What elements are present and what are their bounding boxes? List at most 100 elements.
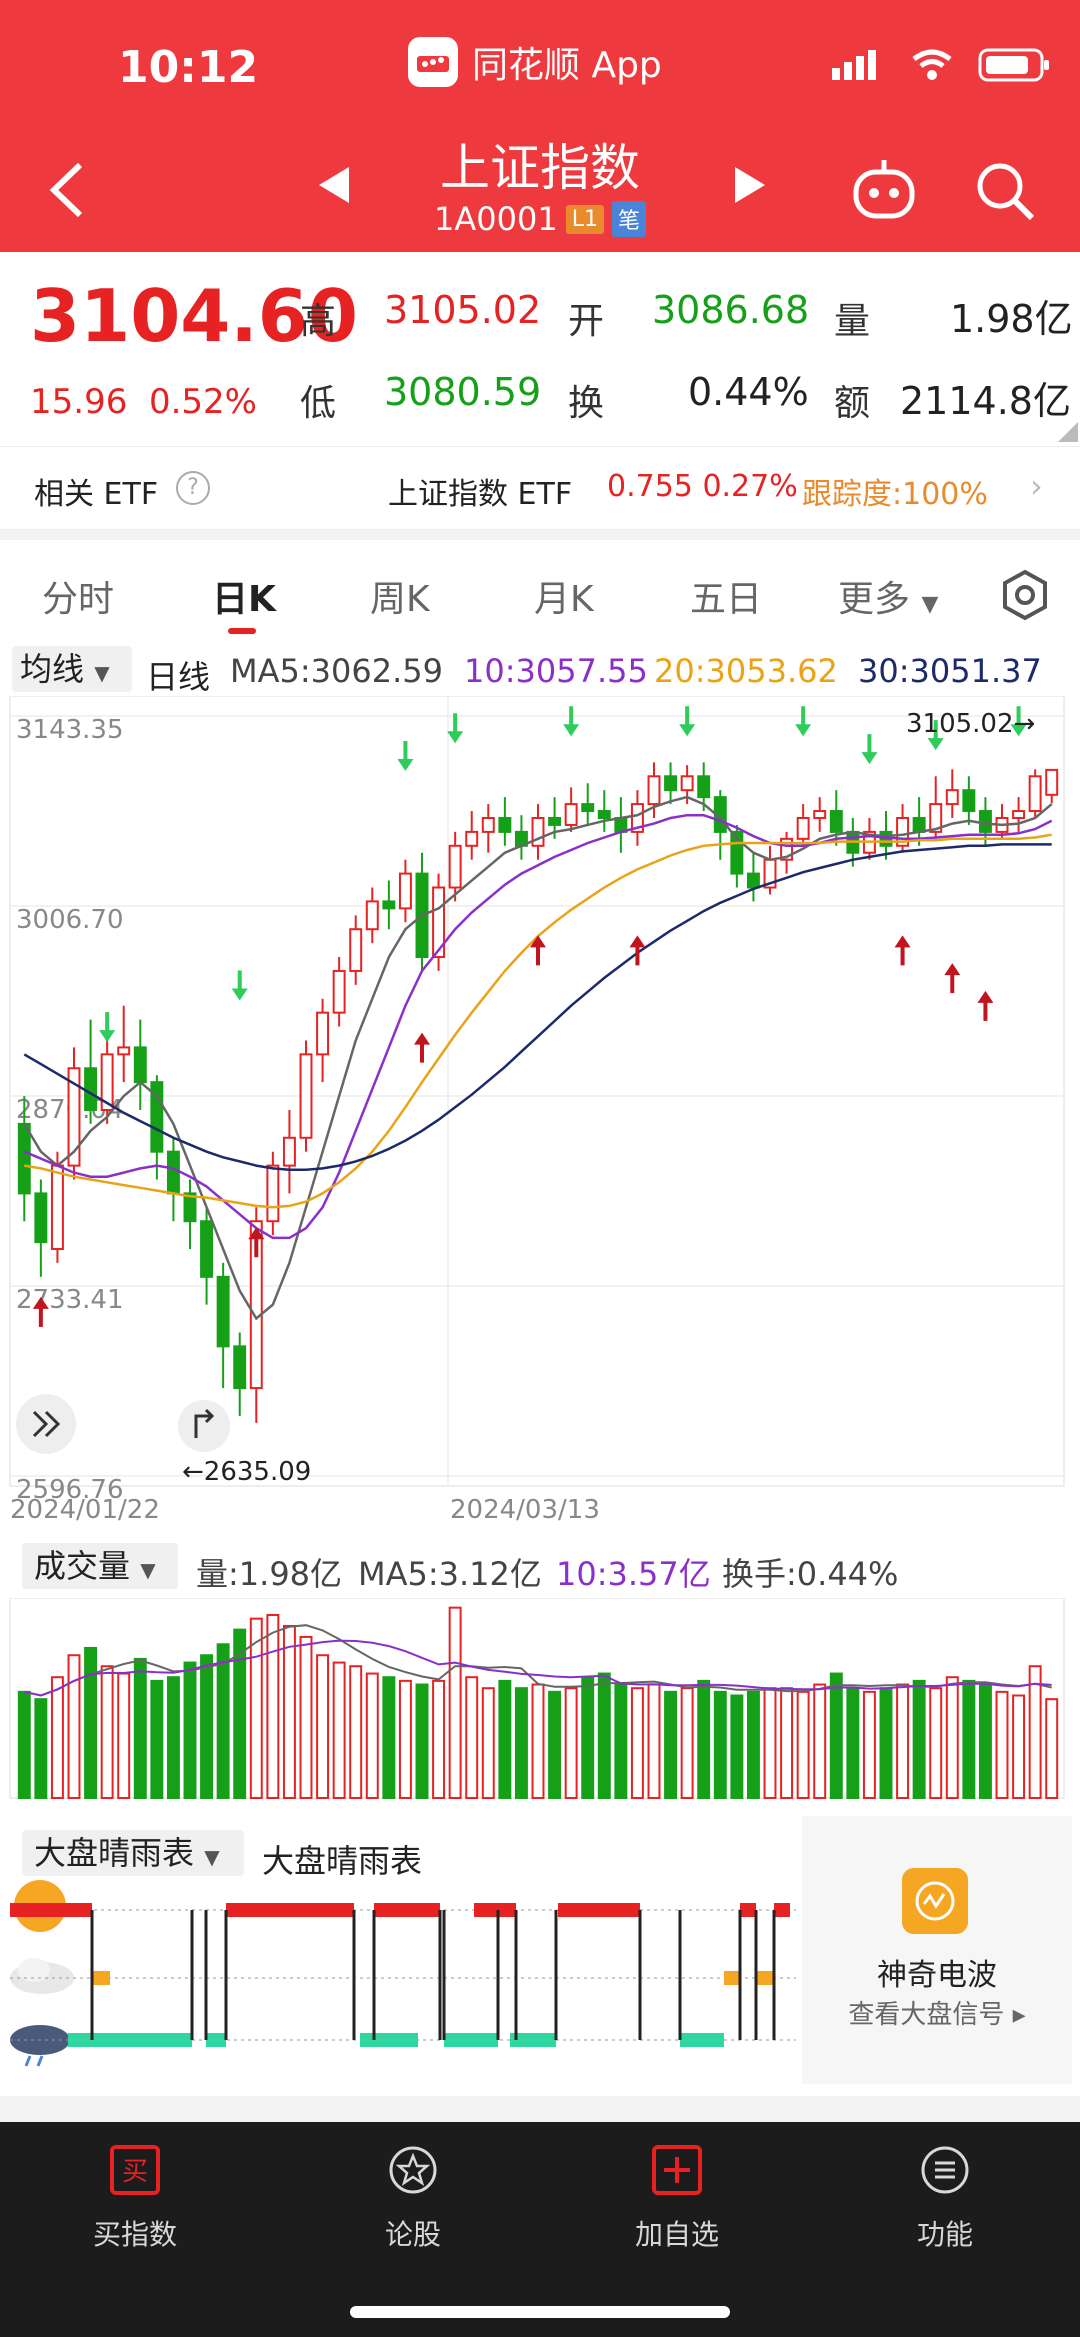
- etf-tracking: 跟踪度:100%: [802, 477, 988, 512]
- etf-value: 0.755: [607, 469, 693, 504]
- candle-body: [929, 803, 943, 833]
- ma5-line: [23, 795, 1053, 1321]
- volume-bar: [166, 1676, 180, 1799]
- functions-button[interactable]: 功能: [870, 2144, 1020, 2253]
- buy-signal-arrow: [944, 963, 961, 994]
- barometer-segment: [724, 1971, 740, 1985]
- candle-body: [382, 900, 396, 910]
- prev-stock-icon[interactable]: [315, 165, 351, 205]
- turnover-label: 换: [568, 383, 605, 424]
- high-value: 3105.02: [384, 288, 542, 332]
- help-icon[interactable]: ?: [176, 471, 210, 505]
- discuss-button[interactable]: 论股: [338, 2144, 488, 2253]
- weather-selector-label: 大盘晴雨表: [34, 1834, 195, 1872]
- buy-icon: 买: [110, 2145, 160, 2195]
- weather-chart[interactable]: [0, 1880, 800, 2080]
- low-label: 低: [300, 383, 337, 424]
- volume-bar: [796, 1690, 810, 1799]
- buy-index-button[interactable]: 买 买指数: [60, 2144, 210, 2253]
- stock-code-row: 1A0001 L1 笔: [0, 200, 1080, 238]
- robot-assistant-icon[interactable]: [850, 158, 918, 220]
- home-indicator: [350, 2306, 730, 2318]
- expand-corner-icon[interactable]: [1058, 422, 1078, 442]
- weather-selector[interactable]: 大盘晴雨表 ▼: [22, 1830, 244, 1876]
- add-watchlist-button[interactable]: 加自选: [602, 2144, 752, 2253]
- buy-signal-arrow: [248, 1227, 265, 1258]
- caret-down-icon: ▼: [140, 1558, 156, 1582]
- weather-legend: 大盘晴雨表 ▼ 大盘晴雨表: [0, 1822, 800, 1882]
- bi-tag: 笔: [611, 201, 646, 237]
- tab-intraday[interactable]: 分时: [42, 579, 115, 620]
- volume-bar: [133, 1657, 147, 1800]
- barometer-segment: [756, 1971, 774, 1985]
- volume-bar: [1045, 1698, 1059, 1799]
- indicator-selector[interactable]: 成交量 ▼: [22, 1543, 178, 1589]
- etf-bar[interactable]: 相关 ETF ? 上证指数 ETF 0.755 0.27% 跟踪度:100% ›: [0, 446, 1080, 530]
- turnover-value: 0.44%: [688, 370, 809, 414]
- volume-bar: [597, 1672, 611, 1799]
- next-stock-icon[interactable]: [733, 165, 769, 205]
- sell-signal-arrow: [231, 970, 248, 1001]
- volume-bar: [564, 1687, 578, 1799]
- volume-bar: [531, 1683, 545, 1799]
- buy-signal-arrow: [32, 1296, 49, 1327]
- candle-body: [548, 816, 562, 826]
- tab-more-label: 更多: [838, 579, 911, 620]
- candle-body: [498, 816, 512, 833]
- y-axis-label: 2596.76: [16, 1475, 124, 1505]
- bottom-toolbar: 买 买指数 论股 加自选 功能: [0, 2122, 1080, 2337]
- tab-daily-k[interactable]: 日K: [212, 579, 276, 620]
- barometer-segment: [740, 1903, 756, 1917]
- volume-bar: [1028, 1665, 1042, 1800]
- tab-five-day[interactable]: 五日: [690, 579, 763, 620]
- candle-body: [398, 872, 412, 910]
- volume-turnover: 换手:0.44%: [722, 1555, 899, 1593]
- sell-signal-arrow: [447, 713, 464, 744]
- barometer-segment: [206, 2033, 226, 2047]
- volume-bar: [846, 1687, 860, 1799]
- sell-signal-arrow: [1010, 706, 1027, 737]
- y-axis-label: 3006.70: [16, 905, 124, 935]
- ma10-line: [23, 813, 1053, 1240]
- tab-more[interactable]: 更多 ▼: [838, 570, 938, 622]
- back-icon[interactable]: [40, 160, 90, 220]
- status-app-name: 同花顺 App: [472, 45, 662, 86]
- volume-bar: [100, 1665, 114, 1800]
- caret-down-icon: ▼: [204, 1845, 220, 1869]
- kline-chart[interactable]: 3143.353006.702870.042733.412596.763105.…: [0, 696, 1080, 1526]
- barometer-segment: [444, 2033, 498, 2047]
- candle-body: [829, 810, 843, 833]
- ma-selector[interactable]: 均线 ▼: [12, 646, 132, 692]
- candle-body: [896, 816, 910, 847]
- volume-bar: [398, 1679, 412, 1799]
- candle-body: [1028, 775, 1042, 813]
- volume-bar: [233, 1628, 247, 1800]
- volume-chart[interactable]: [0, 1598, 1080, 1802]
- barometer-segment: [10, 1903, 92, 1917]
- search-icon[interactable]: [974, 160, 1036, 222]
- settings-icon[interactable]: [998, 568, 1052, 622]
- discuss-icon: [389, 2146, 437, 2194]
- buy-signal-arrow: [894, 935, 911, 966]
- magic-wave-card[interactable]: 神奇电波 查看大盘信号 ▸: [802, 1816, 1072, 2084]
- page-title: 上证指数: [440, 139, 640, 197]
- volume-bar: [266, 1613, 280, 1800]
- barometer-segment: [474, 1903, 516, 1917]
- sell-signal-arrow: [563, 706, 580, 737]
- tab-monthly-k[interactable]: 月K: [534, 579, 594, 620]
- candle-body: [730, 830, 744, 875]
- last-price: 3104.60: [30, 274, 358, 358]
- volume-bar: [150, 1679, 164, 1799]
- candle-body: [531, 816, 545, 847]
- candle-body: [962, 789, 976, 813]
- candle-body: [813, 810, 827, 819]
- candle-body: [34, 1192, 48, 1244]
- tab-weekly-k[interactable]: 周K: [370, 579, 430, 620]
- quote-panel: 3104.60 15.96 0.52% 高 3105.02 开 3086.68 …: [0, 252, 1080, 444]
- chevron-right-icon[interactable]: ›: [1030, 467, 1043, 505]
- volume-bar: [664, 1690, 678, 1799]
- volume-value: 1.98亿: [950, 297, 1073, 341]
- volume-ma5: MA5:3.12亿: [358, 1555, 542, 1593]
- volume-bar: [299, 1635, 313, 1800]
- volume-bar: [962, 1679, 976, 1799]
